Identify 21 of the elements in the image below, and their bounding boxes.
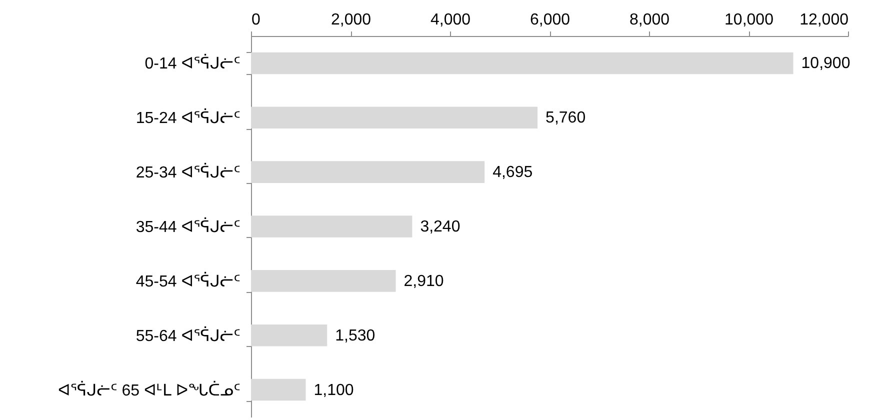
x-tick-label: 6,000 (530, 12, 570, 28)
data-label: 4,695 (492, 164, 533, 182)
y-tick-label: 45-54 ᐊᕐᕌᒍᓖᑦ (136, 271, 241, 290)
y-tick-label: 15-24 ᐊᕐᕌᒍᓖᑦ (136, 108, 241, 128)
x-tick-label: 8,000 (629, 12, 670, 28)
data-label: 2,910 (404, 272, 444, 290)
x-tick-label: 12,000 (800, 12, 849, 28)
y-tick-label: 25-34 ᐊᕐᕌᒍᓖᑦ (136, 162, 241, 182)
x-tick-label: 10,000 (724, 12, 774, 28)
data-label: 1,530 (335, 327, 376, 344)
x-tick-label: 4,000 (430, 12, 471, 28)
data-label: 10,900 (801, 55, 850, 72)
data-label: 1,100 (314, 382, 354, 399)
x-tick-label: 2,000 (330, 12, 372, 28)
data-label: 5,760 (546, 110, 586, 127)
x-tick-label: 0 (252, 12, 260, 28)
y-tick-label: 0-14 ᐊᕐᕌᒍᓖᑦ (144, 54, 241, 73)
y-tick-label: ᐊᕐᕌᒍᓖᑦ 65 ᐊᒻᒪ ᐅᖓᑖᓄᑦ (58, 380, 241, 400)
y-tick-label: 35-44 ᐊᕐᕌᒍᓖᑦ (136, 217, 241, 236)
y-tick-label: 55-64 ᐊᕐᕌᒍᓖᑦ (136, 326, 241, 345)
data-label: 3,240 (420, 218, 460, 236)
